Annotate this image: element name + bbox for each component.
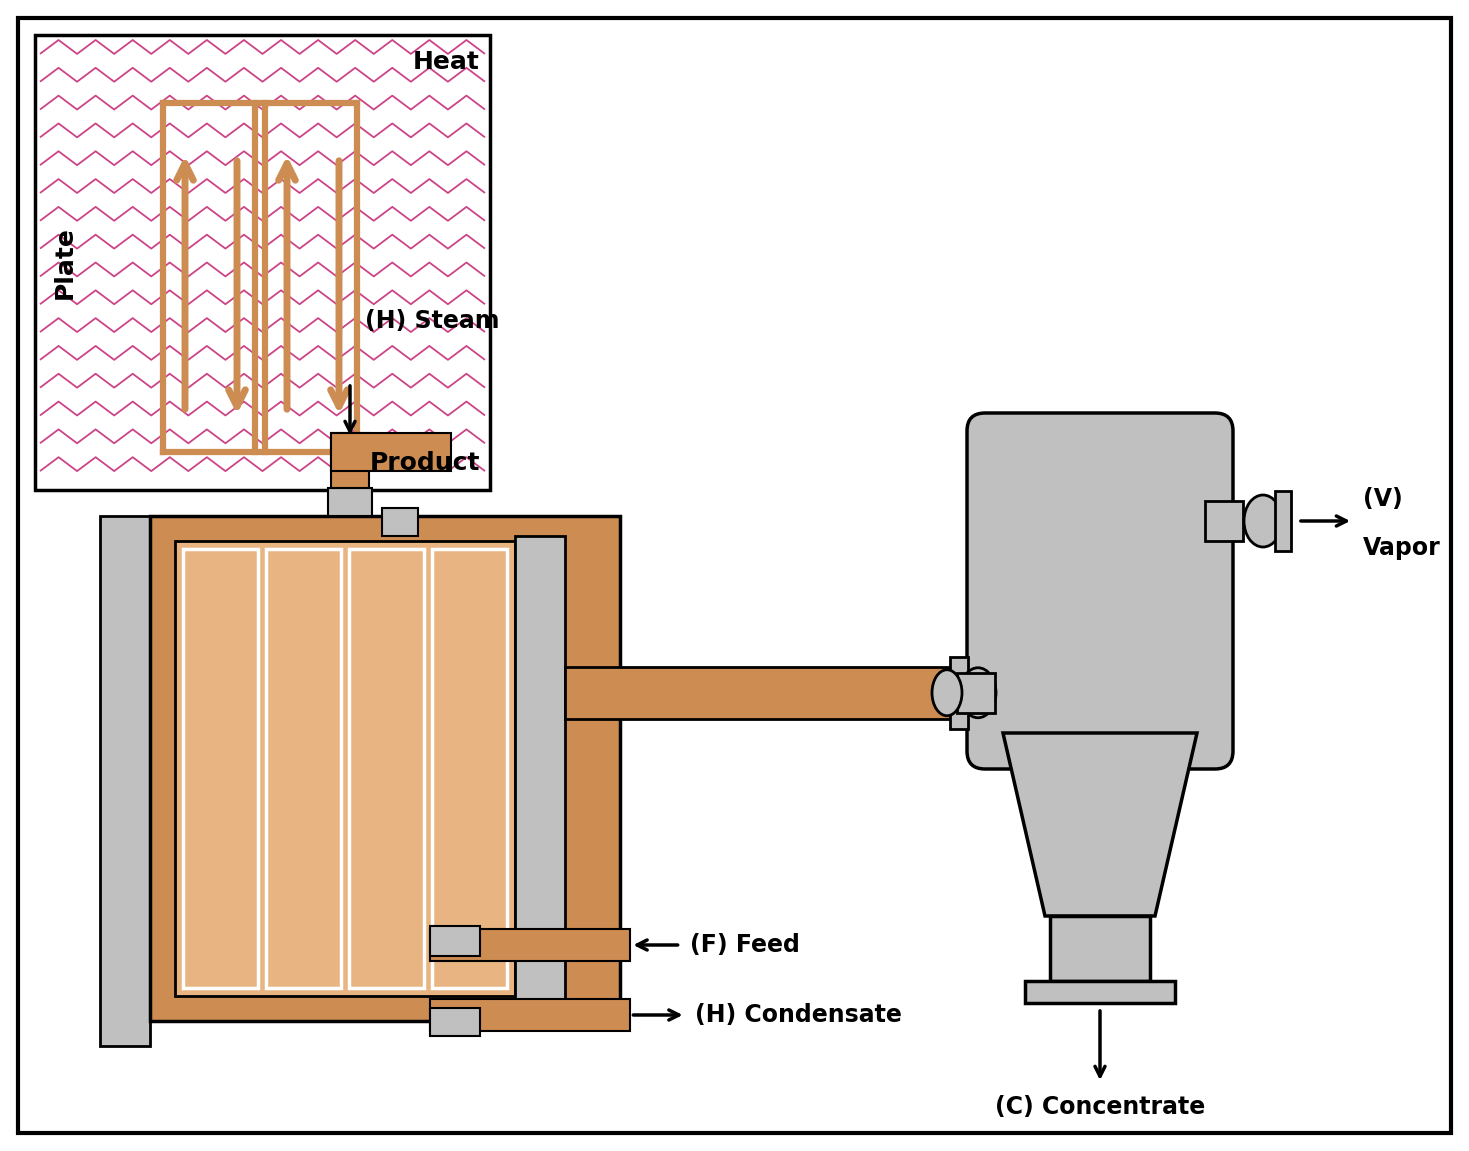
Bar: [430, 1008, 480, 1036]
Bar: [331, 433, 451, 471]
Text: (V): (V): [1363, 487, 1403, 511]
Bar: [1205, 501, 1243, 541]
Text: (H) Steam: (H) Steam: [364, 308, 499, 333]
Text: Plate: Plate: [53, 226, 76, 299]
Bar: [350, 549, 425, 988]
Text: (C) Concentrate: (C) Concentrate: [995, 1095, 1205, 1119]
Bar: [432, 549, 507, 988]
Ellipse shape: [961, 668, 996, 718]
Text: Heat: Heat: [413, 49, 480, 74]
Bar: [266, 549, 341, 988]
Bar: [331, 433, 369, 488]
Polygon shape: [1003, 733, 1197, 916]
Bar: [516, 536, 566, 1001]
Bar: [328, 488, 372, 516]
Bar: [430, 999, 630, 1031]
Bar: [35, 35, 491, 490]
Text: (F) Feed: (F) Feed: [690, 933, 801, 956]
Ellipse shape: [931, 670, 962, 716]
Bar: [1275, 491, 1291, 551]
Bar: [100, 516, 150, 1046]
Bar: [382, 508, 419, 536]
Bar: [1025, 981, 1175, 1003]
Bar: [950, 657, 968, 729]
FancyBboxPatch shape: [967, 413, 1232, 769]
Bar: [175, 541, 516, 996]
Text: Vapor: Vapor: [1363, 536, 1441, 561]
Text: (H) Condensate: (H) Condensate: [695, 1003, 902, 1027]
Bar: [566, 666, 950, 718]
Bar: [430, 927, 480, 956]
Bar: [956, 672, 995, 712]
Text: Product: Product: [370, 451, 480, 475]
Bar: [1050, 916, 1150, 981]
Ellipse shape: [1244, 495, 1282, 547]
Bar: [184, 549, 259, 988]
Bar: [430, 929, 630, 961]
Bar: [150, 516, 620, 1021]
